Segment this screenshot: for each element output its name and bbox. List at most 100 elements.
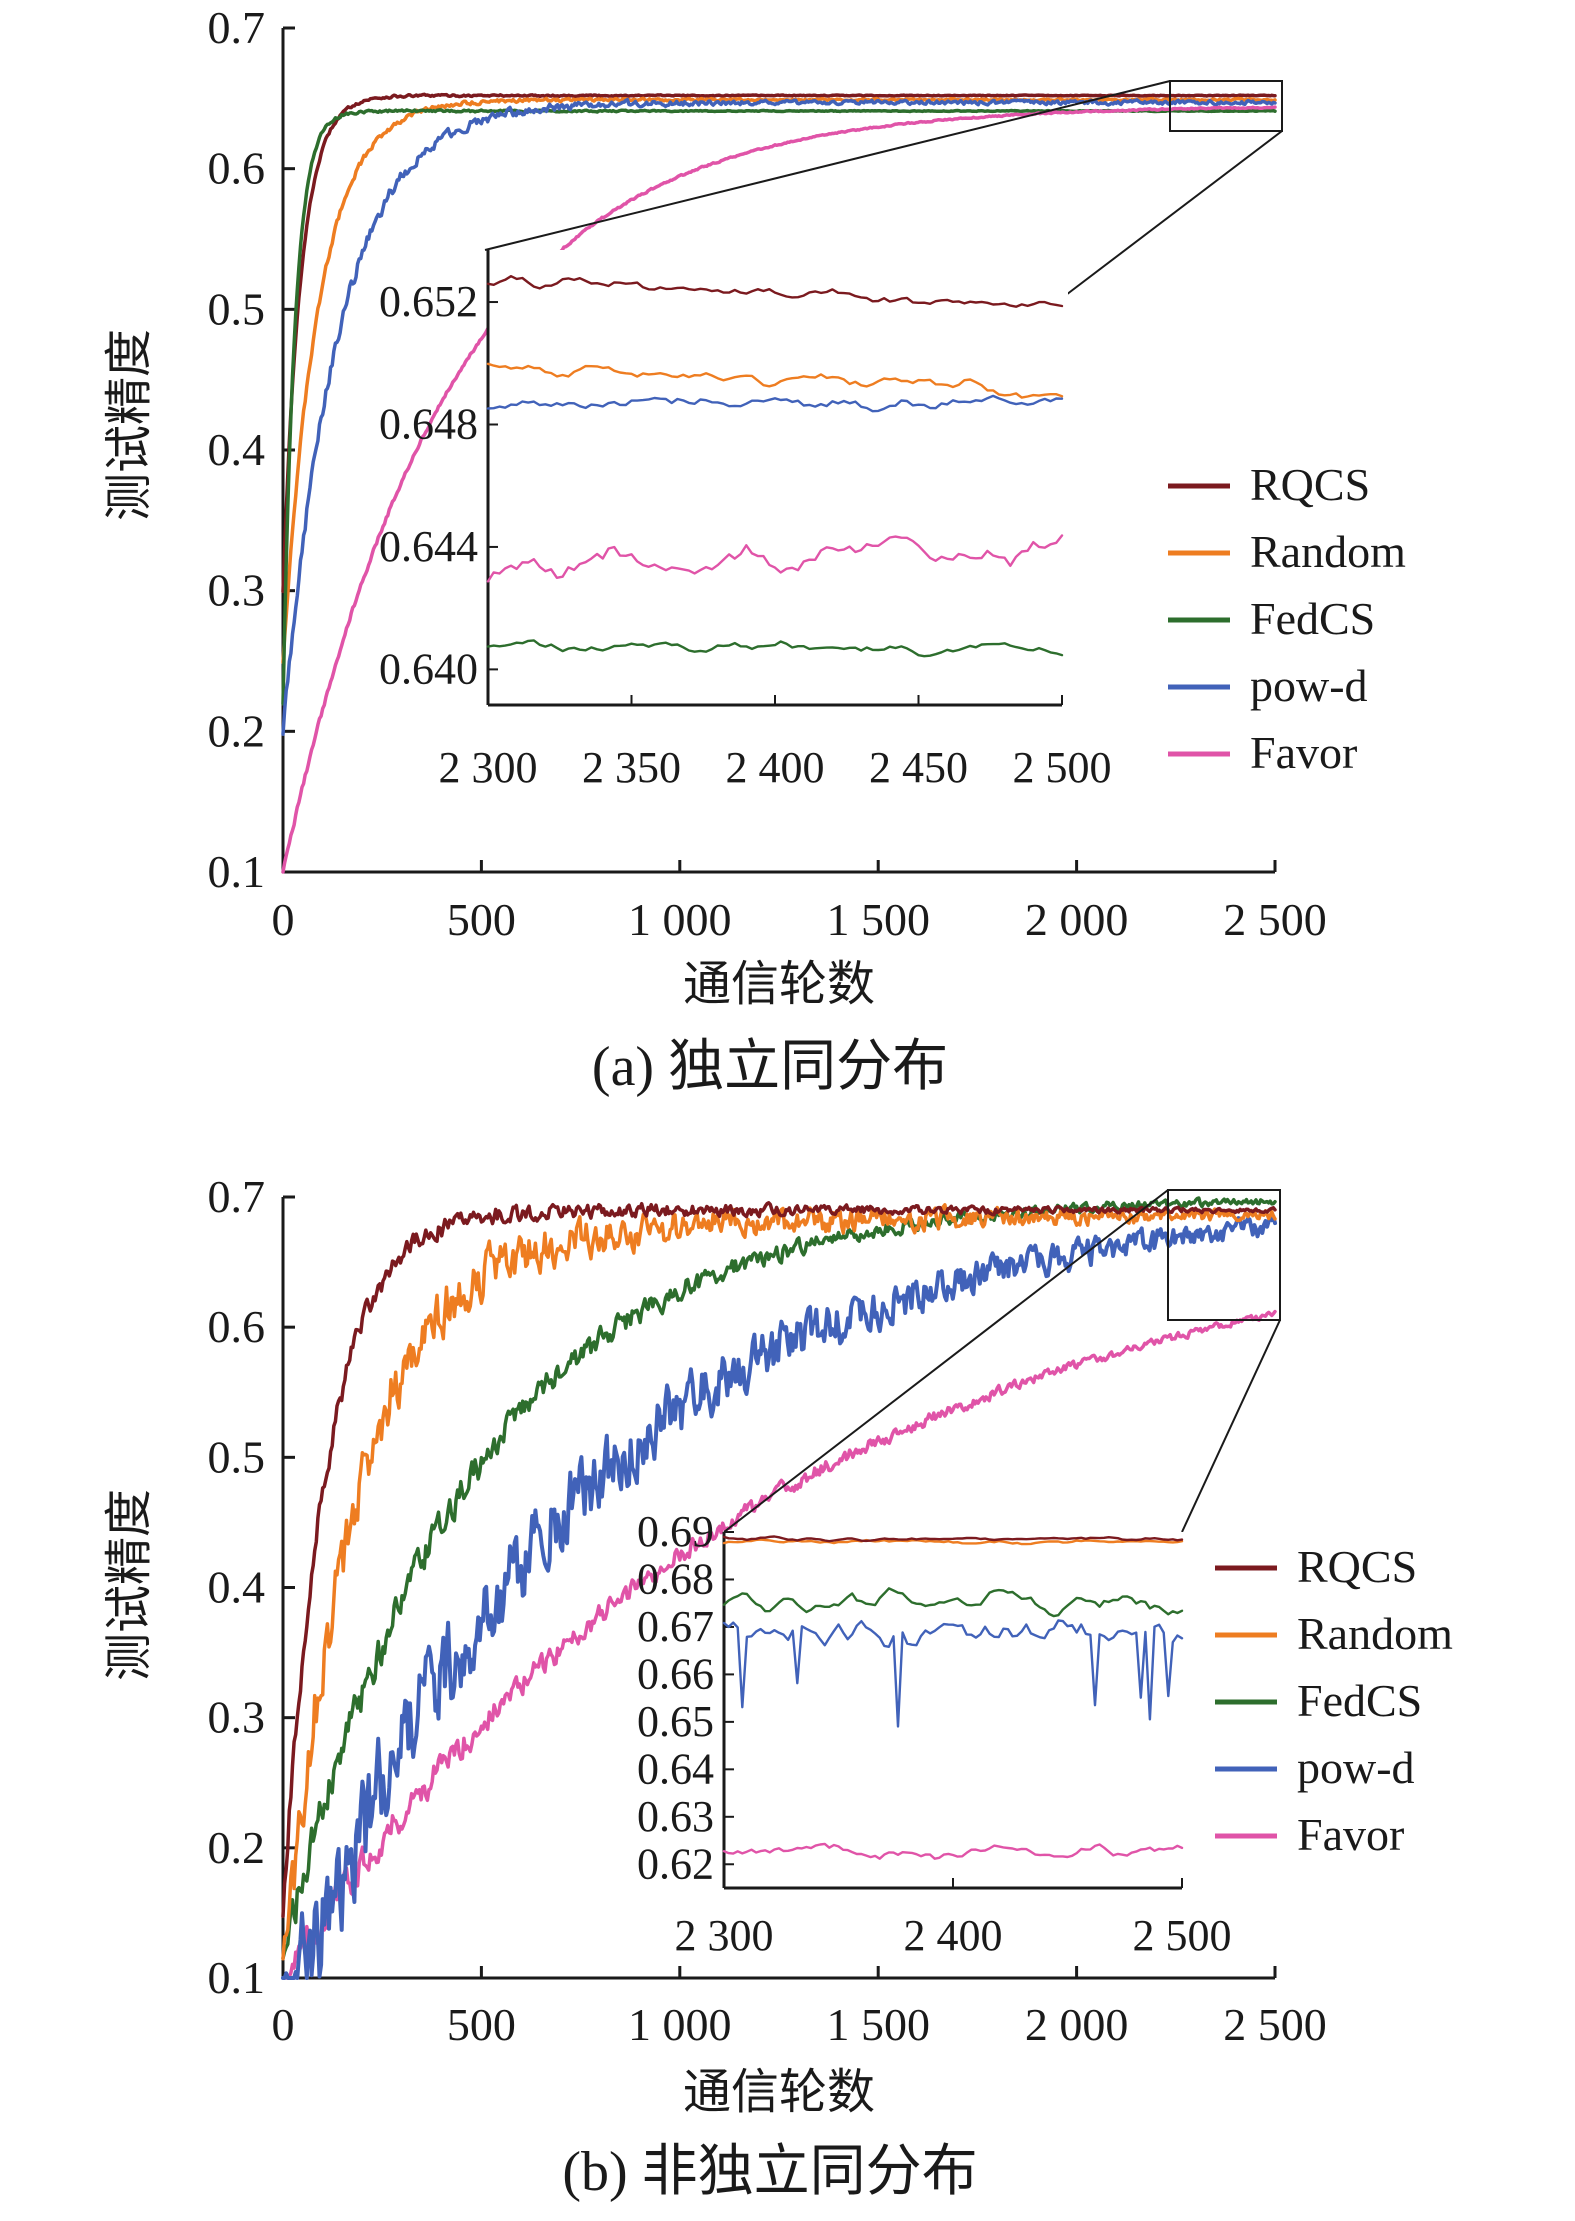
legend-label-fedcs: FedCS — [1297, 1675, 1422, 1726]
panel-a-inset-ytick-label: 0.648 — [379, 399, 478, 448]
panel-b-inset-ytick-label: 0.68 — [637, 1554, 714, 1603]
legend-label-rqcs: RQCS — [1250, 459, 1370, 510]
panel-a-inset-xtick-label: 2 400 — [726, 743, 825, 792]
panel-b-zoom-connector-bottom — [1181, 1319, 1281, 1533]
legend-label-pow-d: pow-d — [1297, 1742, 1415, 1793]
panel-a-inset-series-fedcs — [486, 639, 1064, 658]
panel-a-ytick-label: 0.3 — [208, 565, 266, 616]
panel-a-caption: (a) 独立同分布 — [592, 1036, 948, 1098]
panel-b-series-rqcs — [281, 1201, 1277, 1919]
panel-a-series-favor — [281, 105, 1277, 874]
panel-a-inset-series-random — [486, 362, 1064, 399]
panel-b-inset: 0.620.630.640.650.660.670.680.69 2 300 2 4… — [637, 1507, 1232, 1960]
legend-label-rqcs: RQCS — [1297, 1541, 1417, 1592]
panel-b-inset-background — [724, 1532, 1184, 1890]
panel-a-inset-series-pow-d — [486, 394, 1064, 413]
panel-a-ylabel: 测试精度 — [103, 329, 156, 521]
panel-b-inset-ytick-label: 0.63 — [637, 1792, 714, 1841]
panel-b-series-favor — [281, 1309, 1277, 1980]
panel-b-ytick-label: 0.3 — [208, 1692, 266, 1743]
panel-a-inset-xtick-label: 2 500 — [1013, 743, 1112, 792]
panel-b-ytick-label: 0.2 — [208, 1822, 266, 1873]
panel-b-inset-series-pow-d — [722, 1619, 1184, 1728]
panel-b-xtick-label: 500 — [447, 1999, 516, 2050]
panel-a-zoom-box — [1169, 80, 1283, 132]
panel-a-xtick-label: 1 000 — [628, 894, 732, 945]
panel-a-inset: 0.640 0.644 0.648 0.652 2 300 2 350 2 400 2 450… — [379, 250, 1112, 792]
panel-b-inset-xtick-label: 2 400 — [904, 1911, 1003, 1960]
panel-a-inset-xtick-label: 2 450 — [869, 743, 968, 792]
legend-label-favor: Favor — [1297, 1809, 1404, 1860]
panel-b-series-pow-d — [281, 1214, 1277, 1980]
panel-b-ytick-label: 0.5 — [208, 1431, 266, 1482]
panel-a-series-pow-d — [281, 97, 1277, 736]
panel-b-legend: RQCS Random FedCS pow-d Favor — [1215, 1541, 1453, 1860]
panel-b-zoom-box — [1167, 1189, 1281, 1321]
panel-a-inset-background — [488, 250, 1068, 700]
legend-label-fedcs: FedCS — [1250, 593, 1375, 644]
panel-a-inset-ytick-label: 0.644 — [379, 522, 478, 571]
panel-a-inset-xtick-label: 2 300 — [439, 743, 538, 792]
panel-a-series-random — [281, 96, 1277, 665]
panel-a-xtick-label: 1 500 — [826, 894, 930, 945]
panel-b-inset-xtick-label: 2 500 — [1133, 1911, 1232, 1960]
panel-b-series-random — [281, 1203, 1277, 1961]
legend-label-random: Random — [1250, 526, 1406, 577]
panel-b-inset-ytick-label: 0.64 — [637, 1744, 714, 1793]
panel-a-inset-ticks: 0.640 0.644 0.648 0.652 2 300 2 350 2 400 2 450… — [379, 277, 1112, 792]
panel-b-inset-ticks: 0.620.630.640.650.660.670.680.69 2 300 2 4… — [637, 1507, 1232, 1960]
panel-a-inset-series-favor — [486, 534, 1064, 583]
legend-label-favor: Favor — [1250, 727, 1357, 778]
panel-b-inset-series-favor — [722, 1842, 1184, 1860]
panel-b-inset-ytick-label: 0.67 — [637, 1602, 714, 1651]
panel-b-zoom-connector-top — [723, 1189, 1169, 1533]
panel-b-inset-series-fedcs — [722, 1587, 1184, 1618]
panel-b-series-fedcs — [281, 1196, 1277, 1960]
panel-a-xtick-label: 0 — [272, 894, 295, 945]
panel-a-xlabel: 通信轮数 — [683, 958, 875, 1011]
panel-b-ytick-label: 0.6 — [208, 1301, 266, 1352]
panel-a-inset-ytick-label: 0.652 — [379, 277, 478, 326]
panel-a-legend: RQCS Random FedCS pow-d Favor — [1168, 459, 1406, 778]
panel-b-inset-ytick-label: 0.65 — [637, 1697, 714, 1746]
panel-a-inset-ytick-label: 0.640 — [379, 644, 478, 693]
panel-b-ylabel: 测试精度 — [103, 1489, 156, 1681]
panel-a-ticks: 0.1 0.2 0.3 0.4 0.5 0.6 0.7 0 500 1 000 1 500 2 000… — [208, 2, 1327, 945]
panel-b-inset-series — [722, 1535, 1184, 1860]
panel-a-ytick-label: 0.2 — [208, 705, 266, 756]
panel-a-ytick-label: 0.1 — [208, 846, 266, 897]
panel-a-zoom-connector-top — [484, 80, 1171, 251]
panel-b-inset-ytick-label: 0.69 — [637, 1507, 714, 1556]
panel-a-ytick-label: 0.6 — [208, 143, 266, 194]
panel-a-xtick-label: 2 500 — [1223, 894, 1327, 945]
panel-b-xtick-label: 2 500 — [1223, 1999, 1327, 2050]
panel-b-inset-series-random — [722, 1538, 1184, 1546]
legend-label-random: Random — [1297, 1608, 1453, 1659]
panel-a-xtick-label: 500 — [447, 894, 516, 945]
panel-b-inset-xtick-label: 2 300 — [675, 1911, 774, 1960]
panel-b-xtick-label: 0 — [272, 1999, 295, 2050]
panel-a-xtick-label: 2 000 — [1025, 894, 1129, 945]
panel-a-inset-xtick-label: 2 350 — [582, 743, 681, 792]
panel-b-xtick-label: 1 000 — [628, 1999, 732, 2050]
panel-b-xtick-label: 1 500 — [826, 1999, 930, 2050]
panel-a-ytick-label: 0.5 — [208, 283, 266, 334]
panel-a-zoom-connector-bottom — [1061, 130, 1283, 299]
panel-b-xtick-label: 2 000 — [1025, 1999, 1129, 2050]
panel-a-ytick-label: 0.4 — [208, 424, 266, 475]
panel-b-ytick-label: 0.1 — [208, 1952, 266, 2003]
panel-b-inset-series-rqcs — [722, 1535, 1184, 1543]
panel-b-ytick-label: 0.4 — [208, 1562, 266, 1613]
legend-label-pow-d: pow-d — [1250, 660, 1368, 711]
panel-a-ytick-label: 0.7 — [208, 2, 266, 53]
panel-a-inset-series-rqcs — [486, 275, 1064, 308]
panel-b-xlabel: 通信轮数 — [683, 2066, 875, 2119]
panel-b-ticks: 0.1 0.2 0.3 0.4 0.5 0.6 0.7 0 500 1 000 1 500 2 000… — [208, 1171, 1327, 2050]
panel-b-inset-ytick-label: 0.66 — [637, 1649, 714, 1698]
panel-b-inset-ytick-label: 0.62 — [637, 1839, 714, 1888]
panel-a-inset-series — [486, 275, 1064, 658]
panel-b-caption: (b) 非独立同分布 — [562, 2141, 977, 2203]
panel-b-main-series — [281, 1196, 1277, 1980]
panel-b-ytick-label: 0.7 — [208, 1171, 266, 1222]
